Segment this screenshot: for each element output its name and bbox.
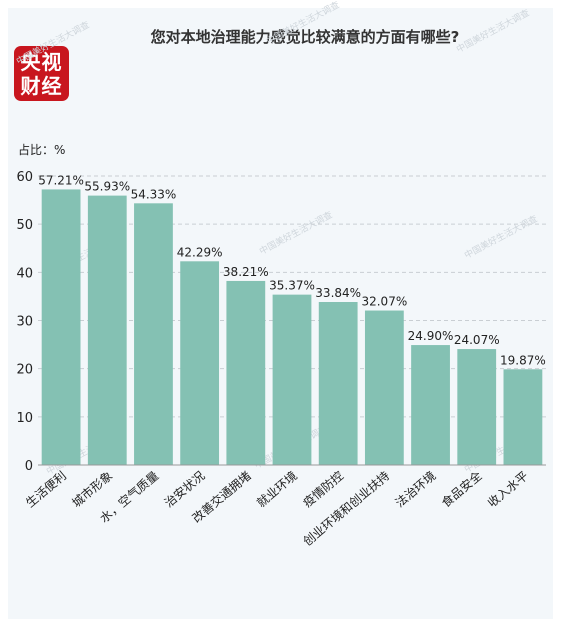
x-tick-label: 就业环境 bbox=[254, 468, 300, 510]
data-label: 33.84% bbox=[315, 286, 361, 300]
bar bbox=[226, 280, 266, 465]
bar bbox=[411, 345, 450, 465]
data-label: 32.07% bbox=[361, 295, 407, 309]
data-label: 57.21% bbox=[38, 173, 84, 187]
y-tick-label: 10 bbox=[16, 411, 33, 426]
bar bbox=[272, 294, 312, 465]
data-label: 19.87% bbox=[500, 353, 546, 367]
x-tick-label: 城市形象 bbox=[69, 468, 115, 510]
data-label: 24.07% bbox=[454, 333, 500, 347]
y-tick-label: 40 bbox=[16, 266, 33, 281]
y-tick-label: 30 bbox=[16, 315, 33, 330]
y-tick-label: 50 bbox=[16, 218, 33, 233]
y-tick-label: 60 bbox=[16, 170, 33, 185]
x-tick-label: 食品安全 bbox=[438, 468, 484, 510]
bar bbox=[134, 203, 173, 466]
data-label: 35.37% bbox=[269, 279, 315, 293]
x-tick-label: 疫情防控 bbox=[300, 468, 346, 510]
data-label: 42.29% bbox=[177, 245, 223, 259]
bar bbox=[457, 349, 497, 465]
logo-line-2: 财经 bbox=[20, 73, 63, 98]
data-label: 24.90% bbox=[408, 329, 454, 343]
bar bbox=[364, 310, 404, 465]
chart-title: 您对本地治理能力感觉比较满意的方面有哪些? bbox=[150, 28, 460, 46]
data-label: 38.21% bbox=[223, 265, 269, 279]
y-tick-label: 20 bbox=[16, 363, 33, 378]
data-label: 54.33% bbox=[131, 187, 177, 201]
bar bbox=[41, 189, 81, 465]
y-axis-label: 占比：% bbox=[18, 143, 66, 157]
y-tick-label: 0 bbox=[25, 459, 33, 474]
x-tick-label: 创业环境和创业扶持 bbox=[300, 468, 392, 549]
data-label: 55.93% bbox=[84, 180, 130, 194]
bar bbox=[87, 195, 127, 466]
x-tick-label: 治安状况 bbox=[161, 468, 207, 510]
x-tick-label: 法治环境 bbox=[392, 468, 438, 510]
bar bbox=[503, 369, 543, 465]
x-tick-label: 收入水平 bbox=[485, 469, 531, 511]
logo-line-1: 央视 bbox=[20, 49, 63, 74]
bar bbox=[180, 261, 220, 465]
x-tick-label: 生活便利 bbox=[23, 469, 69, 511]
cctv-finance-logo: 央视 财经 bbox=[14, 46, 69, 101]
bar bbox=[318, 302, 358, 465]
